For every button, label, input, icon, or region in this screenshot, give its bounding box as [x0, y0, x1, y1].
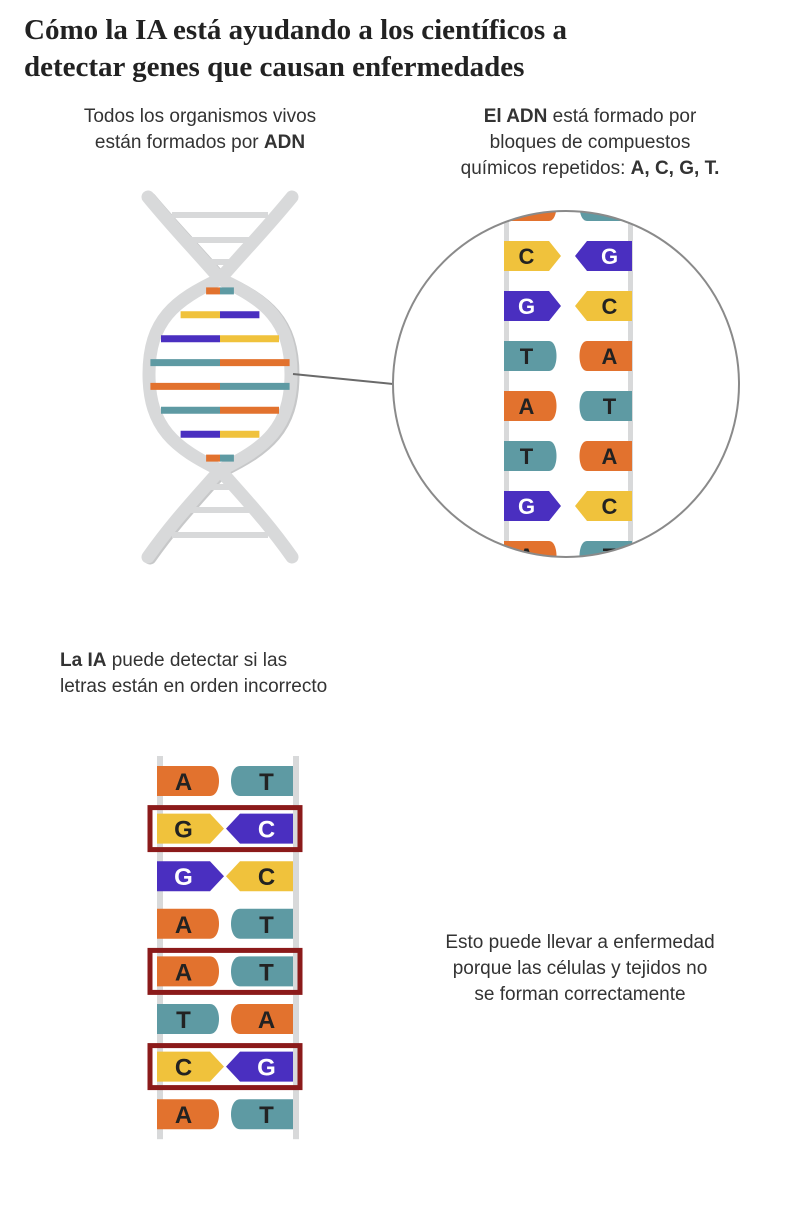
- svg-text:C: C: [602, 494, 618, 519]
- svg-text:T: T: [259, 769, 274, 796]
- svg-text:A: A: [175, 912, 192, 939]
- svg-text:A: A: [602, 444, 618, 469]
- svg-text:A: A: [519, 394, 535, 419]
- svg-text:C: C: [258, 864, 275, 891]
- svg-text:C: C: [175, 1055, 192, 1082]
- svg-text:T: T: [176, 1007, 191, 1034]
- svg-text:C: C: [519, 244, 535, 269]
- svg-text:T: T: [520, 344, 534, 369]
- svg-text:A: A: [258, 1007, 275, 1034]
- svg-text:T: T: [259, 959, 274, 986]
- svg-text:A: A: [519, 544, 535, 569]
- svg-text:T: T: [259, 1102, 274, 1129]
- svg-text:C: C: [258, 817, 275, 844]
- svg-text:C: C: [602, 294, 618, 319]
- svg-text:T: T: [603, 544, 617, 569]
- svg-text:G: G: [518, 294, 535, 319]
- svg-text:A: A: [602, 344, 618, 369]
- svg-text:T: T: [259, 912, 274, 939]
- svg-text:G: G: [174, 817, 193, 844]
- svg-text:A: A: [175, 1102, 192, 1129]
- svg-text:G: G: [518, 494, 535, 519]
- svg-text:G: G: [174, 864, 193, 891]
- svg-text:T: T: [520, 444, 534, 469]
- svg-text:A: A: [175, 769, 192, 796]
- svg-text:T: T: [603, 394, 617, 419]
- svg-text:G: G: [601, 244, 618, 269]
- svg-text:G: G: [257, 1055, 276, 1082]
- svg-text:A: A: [175, 959, 192, 986]
